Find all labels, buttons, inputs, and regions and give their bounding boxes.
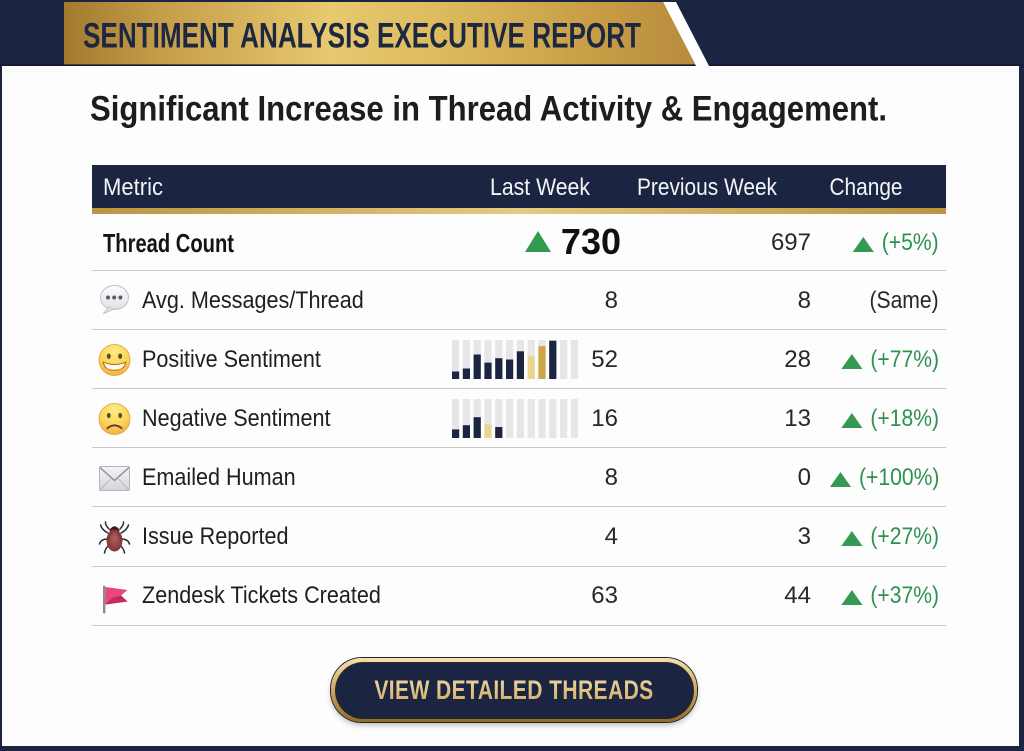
svg-text:SENTIMENT ANALYSIS EXECUTIVE R: SENTIMENT ANALYSIS EXECUTIVE REPORT	[83, 17, 641, 56]
svg-text:Previous Week: Previous Week	[637, 174, 778, 201]
svg-text:Metric: Metric	[103, 174, 163, 201]
svg-text:Change: Change	[830, 174, 903, 201]
svg-text:Last Week: Last Week	[490, 174, 591, 201]
svg-text:Significant Increase in Thread: Significant Increase in Thread Activity …	[90, 90, 887, 129]
